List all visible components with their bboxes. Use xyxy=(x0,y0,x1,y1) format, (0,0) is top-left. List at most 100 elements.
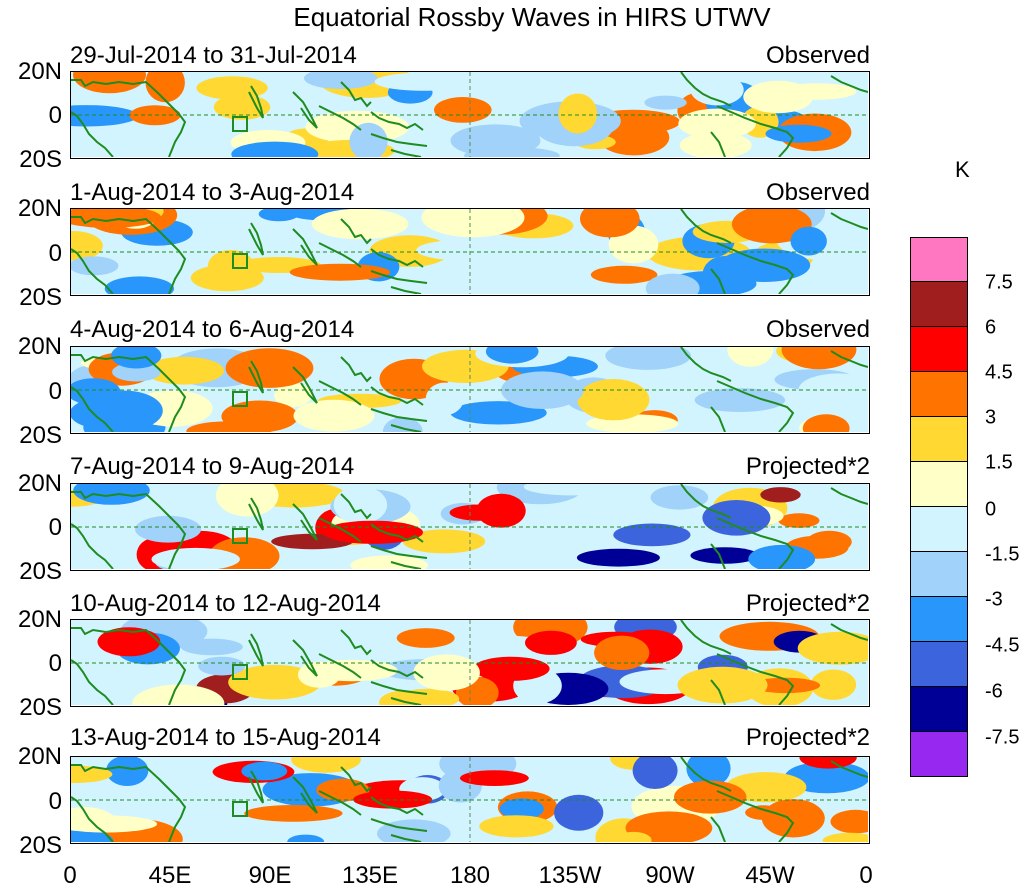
colorbar-label: -7.5 xyxy=(985,726,1020,749)
anomaly-blob xyxy=(702,500,771,536)
anomaly-blob xyxy=(71,105,139,127)
coastline xyxy=(830,75,868,93)
coastline xyxy=(71,79,187,157)
anomaly-blob xyxy=(625,811,713,842)
anomaly-blob xyxy=(472,656,550,681)
anomaly-blob xyxy=(690,74,744,106)
anomaly-blob xyxy=(449,504,510,521)
anomaly-blob xyxy=(85,390,163,431)
anomaly-blob xyxy=(225,348,314,388)
panel-6-lat-20n: 20N xyxy=(17,743,62,770)
coastline xyxy=(370,270,428,284)
anomaly-blob xyxy=(632,757,678,789)
anomaly-blob xyxy=(690,547,759,564)
anomaly-blob xyxy=(731,209,812,244)
coastline xyxy=(710,679,726,705)
coastline xyxy=(292,366,318,404)
coastline xyxy=(680,347,732,382)
coastline xyxy=(830,760,868,778)
coastline xyxy=(318,517,362,543)
coastline xyxy=(716,653,795,705)
panel-3-dates: 4-Aug-2014 to 6-Aug-2014 xyxy=(70,316,355,343)
colorbar-swatch xyxy=(910,552,968,597)
anomaly-blob xyxy=(830,809,868,834)
coastline xyxy=(71,764,187,842)
anomaly-blob xyxy=(450,401,547,425)
anomaly-blob xyxy=(797,631,868,665)
coastline xyxy=(71,491,187,569)
anomaly-blob xyxy=(554,794,604,831)
anomaly-blob xyxy=(522,258,568,291)
panel-4-kind: Projected*2 xyxy=(745,453,870,480)
coastline xyxy=(680,484,732,519)
panel-5-map xyxy=(70,619,870,707)
coastline xyxy=(340,493,372,520)
coastline xyxy=(830,212,868,230)
colorbar-label: -1.5 xyxy=(985,543,1020,566)
anomaly-blob xyxy=(145,72,185,103)
coastline xyxy=(71,354,187,432)
coastline xyxy=(370,248,424,268)
anomaly-blob xyxy=(333,486,388,524)
anomaly-blob xyxy=(577,379,650,421)
anomaly-blob xyxy=(231,141,319,157)
coastline xyxy=(390,697,422,705)
coastline xyxy=(318,242,362,268)
panel-6-lat-20s: 20S xyxy=(19,832,62,859)
coastline xyxy=(71,248,114,294)
region-box xyxy=(232,528,248,544)
figure-title: Equatorial Rossby Waves in HIRS UTWV xyxy=(293,2,771,32)
panel-4-lat-20s: 20S xyxy=(19,558,62,585)
panel-6-dates: 13-Aug-2014 to 15-Aug-2014 xyxy=(70,724,381,751)
coastline xyxy=(716,380,795,432)
anomaly-blob xyxy=(460,770,529,786)
coastline xyxy=(71,796,114,842)
anomaly-blob xyxy=(464,147,560,157)
lon-tick-135w: 135W xyxy=(538,862,602,889)
panel-1-map xyxy=(70,71,870,159)
coastline xyxy=(248,497,264,531)
coastline xyxy=(248,222,264,256)
coastline xyxy=(716,517,795,569)
colorbar-label: -4.5 xyxy=(985,634,1020,657)
anomaly-blob xyxy=(396,628,455,648)
colorbar-label: 4.5 xyxy=(985,361,1013,384)
anomaly-blob xyxy=(151,547,240,569)
anomaly-blob xyxy=(778,513,820,528)
coastline xyxy=(716,105,795,157)
anomaly-blob xyxy=(135,515,202,543)
coastline xyxy=(830,487,868,505)
panel-5-field xyxy=(71,620,868,705)
coastline xyxy=(248,85,264,119)
anomaly-blob xyxy=(802,414,850,432)
anomaly-blob xyxy=(790,226,827,256)
anomaly-blob xyxy=(421,209,525,238)
panel-3-lat-20n: 20N xyxy=(17,333,62,360)
panel-2-lat-0: 0 xyxy=(48,240,62,267)
coastline xyxy=(340,218,372,245)
coastline xyxy=(71,659,114,705)
panel-5-lat-20n: 20N xyxy=(17,606,62,633)
anomaly-blob xyxy=(558,93,598,134)
coastline xyxy=(370,523,424,543)
anomaly-blob xyxy=(71,765,113,783)
anomaly-blob xyxy=(71,815,158,833)
coastline xyxy=(370,545,428,559)
coastline xyxy=(680,757,732,792)
anomaly-blob xyxy=(228,664,322,700)
panel-3-lat-0: 0 xyxy=(48,378,62,405)
panel-1-field xyxy=(71,72,868,157)
colorbar-swatch xyxy=(910,732,968,777)
anomaly-blob xyxy=(350,555,428,569)
anomaly-blob xyxy=(125,784,164,814)
anomaly-blob xyxy=(349,122,388,157)
region-box xyxy=(232,253,248,269)
anomaly-blob xyxy=(576,548,660,567)
anomaly-blob xyxy=(112,362,161,382)
anomaly-blob xyxy=(479,815,554,838)
lon-tick-45w: 45W xyxy=(745,862,795,889)
colorbar-swatch xyxy=(910,597,968,642)
coastline xyxy=(370,796,424,816)
anomaly-blob xyxy=(590,265,658,284)
coastline xyxy=(340,629,372,656)
